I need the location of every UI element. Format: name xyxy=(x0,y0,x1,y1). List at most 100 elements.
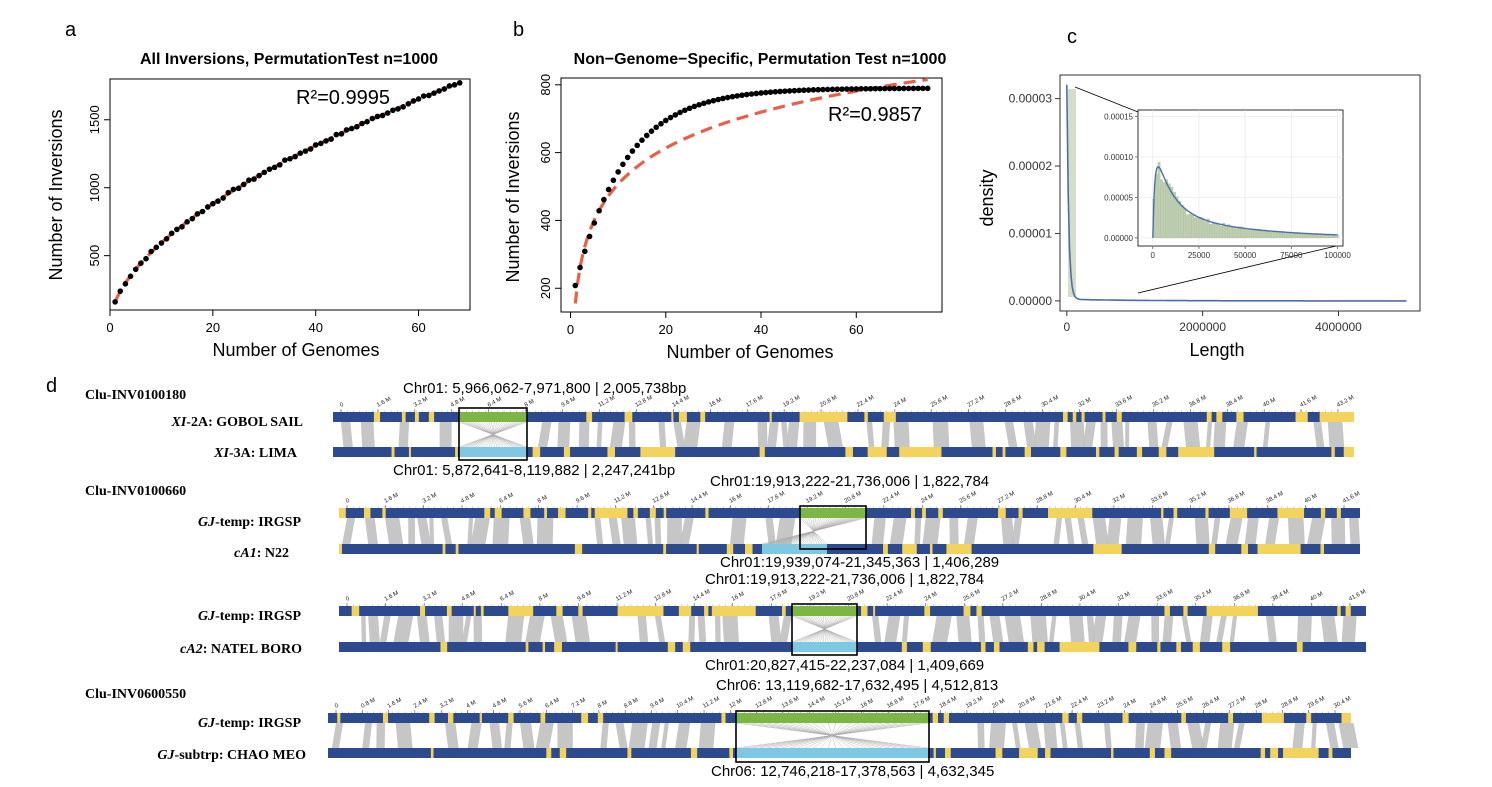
scale-tick-label: 6.4 M xyxy=(499,492,515,504)
scale-tick-label: 40 M xyxy=(1304,493,1319,505)
synteny-link xyxy=(688,616,696,642)
synteny-link xyxy=(1001,518,1015,544)
yellow-segment xyxy=(1331,447,1335,457)
synteny-link xyxy=(1124,616,1141,642)
data-point xyxy=(261,169,268,176)
data-point xyxy=(158,240,165,246)
inset-x-tick-label: 100000 xyxy=(1324,251,1351,260)
yellow-segment xyxy=(663,508,667,518)
y-tick-label: 600 xyxy=(538,142,553,164)
yellow-segment xyxy=(627,748,632,758)
data-point xyxy=(220,195,226,201)
scale-tick-label: 7.2 M xyxy=(571,697,587,709)
scale-tick-label: 11.2 M xyxy=(614,491,633,505)
chart-a-fit-line xyxy=(113,81,461,303)
data-point xyxy=(653,124,660,131)
block-2-bottom-coord: Chr01:19,939,074-21,345,363 | 1,406,289 xyxy=(720,554,999,571)
scale-tick-label: 3.2 M xyxy=(422,492,438,504)
data-point xyxy=(426,92,432,99)
synteny-link xyxy=(571,616,590,642)
yellow-segment xyxy=(382,713,389,723)
data-point xyxy=(724,94,731,101)
x-tick-label: 40 xyxy=(754,322,768,337)
yellow-segment xyxy=(373,412,381,422)
yellow-segment xyxy=(1320,544,1325,554)
chromosome-top xyxy=(333,412,1354,422)
synteny-link xyxy=(342,518,356,544)
data-point xyxy=(199,208,206,215)
synteny-link xyxy=(884,616,901,642)
chart-c: 0 2000000 4000000 0.00000 0.00001 0.00002 0.00… xyxy=(977,74,1421,360)
synteny-link xyxy=(1225,518,1243,544)
scale-tick-label: 24 M xyxy=(924,591,939,603)
data-point xyxy=(820,86,826,93)
synteny-link xyxy=(1135,723,1145,748)
scale-tick-label: 16 M xyxy=(708,397,723,409)
yellow-segment xyxy=(696,544,699,554)
inset-hist-bar xyxy=(1310,234,1313,239)
data-point xyxy=(148,248,154,255)
inset-hist-bar xyxy=(1191,215,1194,239)
scale-tick-label: 10.4 M xyxy=(676,696,695,710)
inset-hist-bar xyxy=(1248,229,1251,239)
inversion-segment xyxy=(792,606,857,616)
data-point xyxy=(796,87,802,94)
chart-b-title: Non−Genome−Specific, Permutation Test n=… xyxy=(574,51,947,68)
yellow-segment xyxy=(911,508,915,518)
synteny-link xyxy=(1144,723,1163,748)
synteny-link xyxy=(786,422,800,447)
yellow-segment xyxy=(995,748,1003,758)
yellow-segment xyxy=(663,544,667,554)
yellow-segment xyxy=(1063,412,1068,422)
data-point xyxy=(777,88,783,95)
inversion-link xyxy=(735,722,929,749)
chromosome-top xyxy=(339,508,1360,518)
synteny-link xyxy=(757,422,768,447)
yellow-segment xyxy=(597,713,604,723)
synteny-link xyxy=(489,723,502,748)
data-point xyxy=(596,207,602,214)
scale-tick-label: 28.8 M xyxy=(1281,696,1300,710)
scale-tick-label: 14.4 M xyxy=(692,589,711,603)
yellow-segment xyxy=(440,642,448,652)
yellow-segment xyxy=(1157,642,1161,652)
data-point xyxy=(374,113,381,120)
yellow-segment xyxy=(1024,447,1031,457)
scale-tick-label: 22.4 M xyxy=(885,589,904,603)
data-point xyxy=(810,87,817,93)
synteny-link xyxy=(1200,616,1213,642)
synteny-link xyxy=(1349,518,1360,544)
synteny-link xyxy=(1100,422,1108,447)
data-point xyxy=(431,90,437,96)
inset-hist-bar xyxy=(1178,201,1181,239)
scale-tick-label: 30.4 M xyxy=(1333,696,1352,710)
synteny-link xyxy=(697,616,707,642)
yellow-segment xyxy=(1173,508,1178,518)
synteny-link xyxy=(341,422,353,447)
synteny-link xyxy=(1103,723,1112,748)
inset-hist-bar xyxy=(1274,232,1277,239)
inversion-segment xyxy=(762,544,827,554)
data-point xyxy=(696,101,702,108)
synteny-link xyxy=(1211,518,1221,544)
yellow-segment xyxy=(480,606,484,616)
synteny-link xyxy=(1012,723,1021,748)
yellow-segment xyxy=(678,412,687,422)
synteny-link xyxy=(1106,518,1122,544)
scale-tick-label: 27.2 M xyxy=(1228,696,1247,710)
data-point xyxy=(354,123,360,130)
synteny-link xyxy=(1265,518,1279,544)
scale-tick-label: 8 M xyxy=(524,399,536,409)
yellow-segment xyxy=(339,508,346,518)
inversion-highlight-box xyxy=(791,603,858,656)
inset-y-tick-label: 0.00000 xyxy=(1104,234,1133,243)
data-point xyxy=(853,86,860,92)
inset-hist-bar xyxy=(1253,228,1256,239)
inset-hist-bar xyxy=(1268,231,1272,239)
chart-c-ylabel: density xyxy=(977,169,997,226)
chart-a-title: All Inversions, PermutationTest n=1000 xyxy=(140,51,438,68)
synteny-link xyxy=(628,723,648,748)
synteny-link xyxy=(932,616,952,642)
synteny-link xyxy=(362,723,372,748)
scale-tick-label: 5.6 M xyxy=(518,697,534,709)
